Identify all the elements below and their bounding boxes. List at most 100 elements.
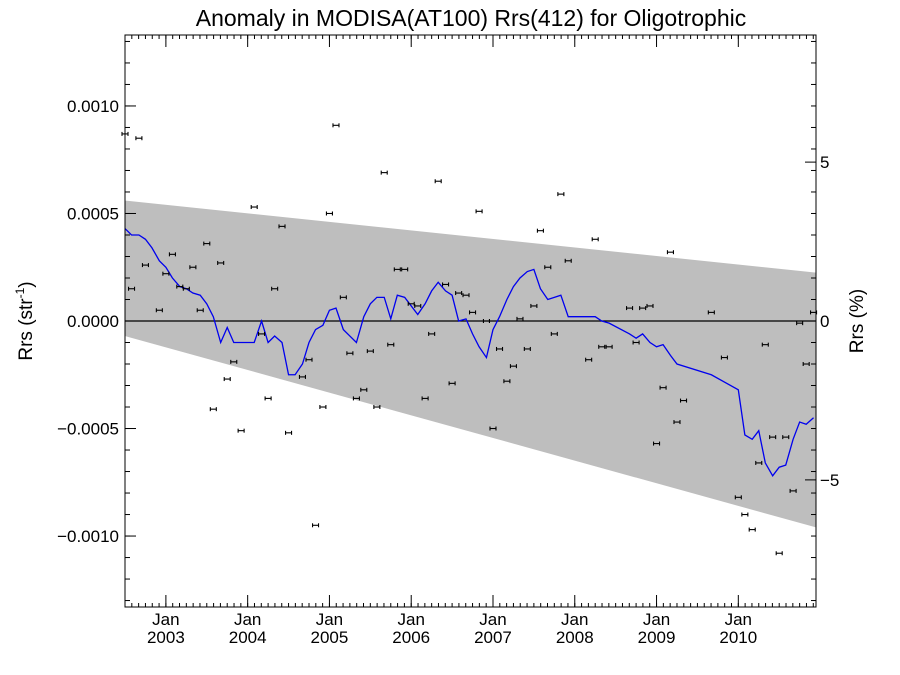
data-point <box>659 385 667 390</box>
data-point <box>646 303 654 308</box>
data-point <box>346 351 354 356</box>
y-axis-label-left-text: Rrs (str <box>16 298 37 361</box>
y2-tick-label: 0 <box>820 312 829 331</box>
y-axis-right: 5 0 −5 <box>805 153 839 490</box>
data-point <box>305 357 313 362</box>
data-point <box>209 407 217 412</box>
data-point <box>428 331 436 336</box>
x-tick-year-label: 2005 <box>311 628 349 647</box>
data-point <box>141 263 149 268</box>
trend-line <box>124 228 814 478</box>
data-point <box>652 441 661 446</box>
y2-tick-label: −5 <box>820 471 839 490</box>
data-point <box>203 241 211 246</box>
data-point <box>387 342 395 347</box>
x-tick-month-label: Jan <box>643 610 670 629</box>
data-point <box>230 359 238 364</box>
data-point <box>360 387 368 392</box>
data-point <box>557 192 565 197</box>
data-point <box>748 527 756 532</box>
y-tick-label: 0.0005 <box>67 204 119 223</box>
data-point <box>707 310 715 315</box>
data-point <box>585 357 593 362</box>
data-point <box>564 258 572 263</box>
x-tick-month-label: Jan <box>398 610 425 629</box>
data-point <box>468 310 477 315</box>
data-point <box>352 396 360 401</box>
data-point <box>421 396 429 401</box>
data-point <box>250 205 258 210</box>
data-point <box>325 211 333 216</box>
data-point <box>162 271 170 276</box>
data-point <box>373 405 381 410</box>
data-point <box>182 286 190 291</box>
data-point <box>639 306 647 311</box>
data-point <box>495 346 504 351</box>
data-point <box>605 344 613 349</box>
data-point <box>366 349 374 354</box>
data-point <box>271 286 279 291</box>
y-axis-label-left-superscript: -1 <box>13 287 27 298</box>
data-point <box>448 381 456 386</box>
chart-title: Anomaly in MODISA(AT100) Rrs(412) for Ol… <box>196 5 746 31</box>
data-point <box>741 512 749 517</box>
data-point <box>237 428 245 433</box>
data-point <box>503 379 511 384</box>
y-axis-label-left-close: ) <box>16 281 37 287</box>
data-point <box>285 430 293 435</box>
data-point <box>626 306 634 311</box>
data-point <box>666 250 674 255</box>
data-point <box>339 295 347 300</box>
data-points <box>121 123 818 556</box>
data-point <box>223 377 231 382</box>
data-point <box>258 331 266 336</box>
x-tick-month-label: Jan <box>561 610 588 629</box>
x-axis: Jan2003Jan2004Jan2005Jan2006Jan2007Jan20… <box>124 35 814 647</box>
data-point <box>380 170 388 175</box>
y-tick-label: 0.0010 <box>67 97 119 116</box>
data-point <box>455 291 463 296</box>
data-point <box>673 420 681 425</box>
data-point <box>516 316 524 321</box>
data-point <box>442 282 450 287</box>
data-point <box>401 267 409 272</box>
x-tick-year-label: 2010 <box>719 628 757 647</box>
data-point <box>298 374 307 379</box>
plot-area <box>121 123 818 556</box>
x-tick-year-label: 2007 <box>474 628 512 647</box>
x-tick-year-label: 2009 <box>638 628 676 647</box>
data-point <box>475 209 483 214</box>
data-point <box>598 344 606 349</box>
x-tick-month-label: Jan <box>152 610 179 629</box>
data-point <box>523 346 531 351</box>
y-tick-label: −0.0005 <box>57 420 119 439</box>
y-tick-label: −0.0010 <box>57 527 119 546</box>
data-point <box>332 123 340 128</box>
x-tick-year-label: 2008 <box>556 628 594 647</box>
data-point <box>189 265 197 270</box>
data-point <box>536 228 544 233</box>
data-point <box>802 362 810 367</box>
data-point <box>127 286 136 291</box>
data-point <box>489 426 497 431</box>
data-point <box>168 252 176 257</box>
data-point <box>755 460 763 465</box>
y-axis-label-right: Rrs (%) <box>847 289 868 353</box>
x-tick-month-label: Jan <box>725 610 752 629</box>
data-point <box>679 398 688 403</box>
x-tick-year-label: 2004 <box>229 628 267 647</box>
data-point <box>775 551 783 556</box>
data-point <box>217 260 225 265</box>
data-point <box>769 435 777 440</box>
data-point <box>155 308 163 313</box>
data-point <box>796 321 804 326</box>
data-point <box>720 355 728 360</box>
data-point <box>319 405 327 410</box>
y2-tick-label: 5 <box>820 153 829 172</box>
x-tick-month-label: Jan <box>316 610 343 629</box>
data-point <box>278 224 286 229</box>
data-point <box>135 136 143 141</box>
data-point <box>196 308 204 313</box>
data-point <box>393 267 401 272</box>
data-point <box>530 303 538 308</box>
